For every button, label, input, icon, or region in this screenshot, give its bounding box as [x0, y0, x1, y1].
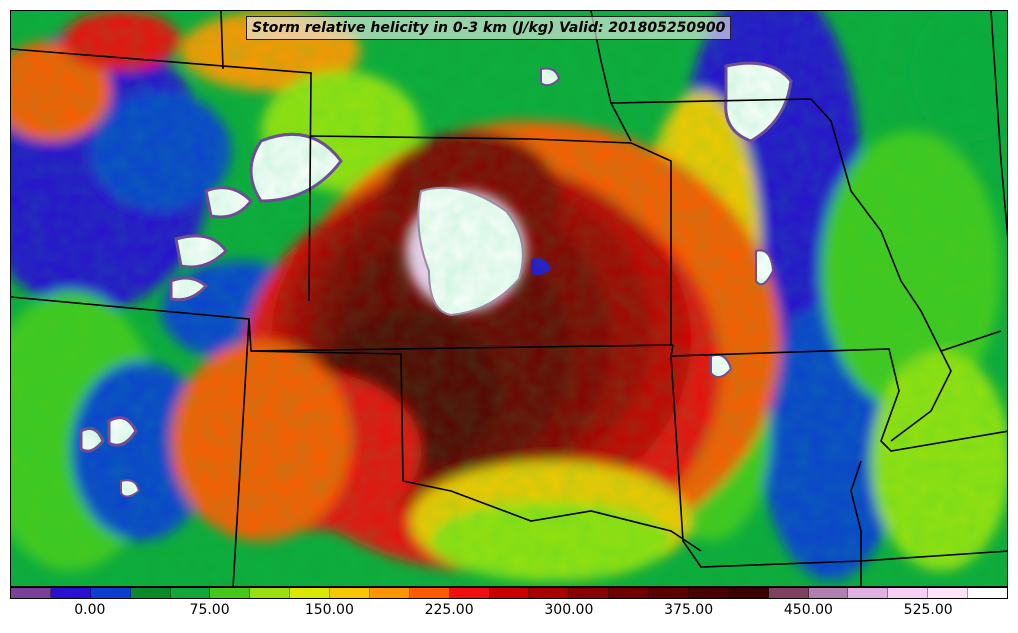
colorbar-segment: [11, 588, 51, 598]
colorbar-segment: [409, 588, 450, 598]
map-title: Storm relative helicity in 0-3 km (J/kg)…: [246, 16, 732, 40]
colorbar-segment: [569, 588, 610, 598]
colorbar-segment: [888, 588, 929, 598]
colorbar-segment: [529, 588, 570, 598]
colorbar: [10, 587, 1008, 599]
colorbar-segment: [130, 588, 171, 598]
colorbar-segment: [808, 588, 849, 598]
colorbar-tick-label: 525.00: [903, 602, 953, 618]
helicity-map: [10, 10, 1008, 587]
colorbar-segment: [210, 588, 251, 598]
colorbar-segment: [449, 588, 490, 598]
colorbar-tick-label: 450.00: [783, 602, 833, 618]
colorbar-segment: [90, 588, 131, 598]
colorbar-segment: [50, 588, 91, 598]
colorbar-segment: [848, 588, 889, 598]
colorbar-tick-label: 75.00: [189, 602, 230, 618]
colorbar-segment: [928, 588, 968, 598]
colorbar-segment: [330, 588, 370, 598]
colorbar-segment: [609, 588, 649, 598]
colorbar-tick-label: 375.00: [664, 602, 714, 618]
colorbar-tick-label: 0.00: [74, 602, 106, 618]
colorbar-segment: [369, 588, 410, 598]
colorbar-segment: [688, 588, 729, 598]
state-borders: [11, 11, 1007, 586]
colorbar-segment: [968, 588, 1007, 598]
colorbar-segment: [250, 588, 291, 598]
colorbar-segment: [489, 588, 530, 598]
colorbar-segment: [649, 588, 689, 598]
colorbar-segment: [170, 588, 211, 598]
colorbar-segment: [728, 588, 769, 598]
colorbar-tick-label: 150.00: [304, 602, 354, 618]
colorbar-segment: [768, 588, 809, 598]
colorbar-tick-label: 225.00: [424, 602, 474, 618]
colorbar-tick-label: 300.00: [544, 602, 594, 618]
colorbar-segment: [290, 588, 330, 598]
